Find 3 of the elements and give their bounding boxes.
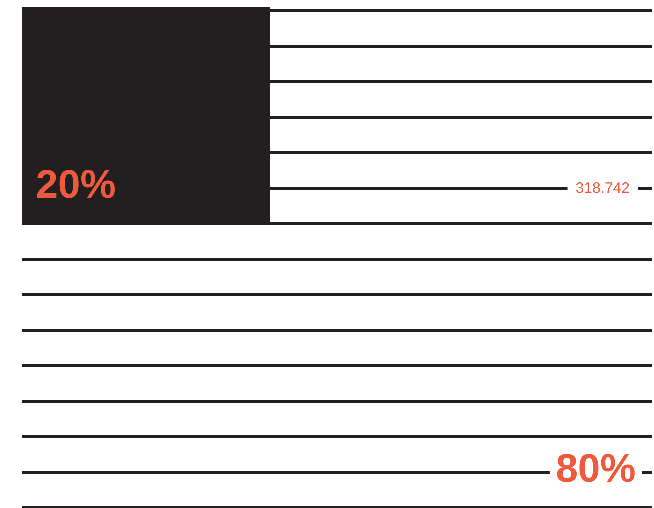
data-label: 20% [36, 163, 116, 208]
text: 318.742 [576, 180, 630, 198]
data-label: 80% [556, 447, 636, 492]
